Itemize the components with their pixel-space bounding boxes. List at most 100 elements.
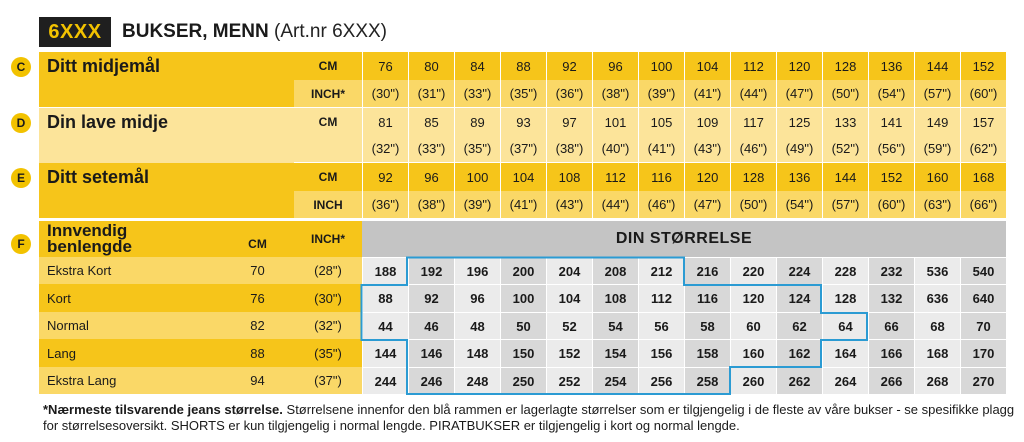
unit-label: CM bbox=[294, 108, 362, 136]
length-cm: 94 bbox=[221, 366, 294, 395]
inseam-label: Innvendig benlengde bbox=[39, 221, 221, 257]
length-inch: (32") bbox=[294, 311, 362, 340]
inseam-inch-header: INCH* bbox=[294, 221, 362, 257]
size-cell: 100 bbox=[500, 284, 546, 313]
measurement-cell: 149 bbox=[914, 108, 960, 136]
length-inch: (35") bbox=[294, 339, 362, 368]
measurement-cell: (31") bbox=[408, 80, 454, 107]
unit-label: CM bbox=[294, 163, 362, 191]
size-cell: 260 bbox=[730, 366, 776, 395]
measurement-cell: (57") bbox=[822, 191, 868, 218]
measurement-cell: (32") bbox=[362, 135, 408, 162]
measurement-cell: 96 bbox=[592, 52, 638, 80]
size-cell: 54 bbox=[592, 311, 638, 340]
size-cell: 48 bbox=[454, 311, 500, 340]
size-cell: 144 bbox=[362, 339, 408, 368]
size-cell: 258 bbox=[684, 366, 730, 395]
size-cell: 252 bbox=[546, 366, 592, 395]
measurement-cell: (60") bbox=[868, 191, 914, 218]
size-cell: 124 bbox=[776, 284, 822, 313]
size-cell: 208 bbox=[592, 257, 638, 285]
size-cell: 248 bbox=[454, 366, 500, 395]
size-cell: 164 bbox=[822, 339, 868, 368]
size-cell: 540 bbox=[960, 257, 1006, 285]
measurement-cell: 80 bbox=[408, 52, 454, 80]
size-cell: 150 bbox=[500, 339, 546, 368]
size-cell: 116 bbox=[684, 284, 730, 313]
measurement-cell: 133 bbox=[822, 108, 868, 136]
measurement-cell: 144 bbox=[822, 163, 868, 191]
size-cell: 66 bbox=[868, 311, 914, 340]
measurement-cell: (33") bbox=[408, 135, 454, 162]
size-cell: 158 bbox=[684, 339, 730, 368]
size-cell: 170 bbox=[960, 339, 1006, 368]
measurement-cell: (54") bbox=[868, 80, 914, 107]
measurement-cell: 96 bbox=[408, 163, 454, 191]
measurement-cell: 108 bbox=[546, 163, 592, 191]
measurement-cell: 144 bbox=[914, 52, 960, 80]
length-cm: 76 bbox=[221, 284, 294, 313]
size-cell: 108 bbox=[592, 284, 638, 313]
measurement-cell: (56") bbox=[868, 135, 914, 162]
size-cell: 212 bbox=[638, 257, 684, 285]
size-cell: 156 bbox=[638, 339, 684, 368]
measurement-cell: (49") bbox=[776, 135, 822, 162]
title-main: BUKSER, MENN bbox=[122, 21, 269, 42]
size-cell: 146 bbox=[408, 339, 454, 368]
measurement-cell: (52") bbox=[822, 135, 868, 162]
measurement-cell: (41") bbox=[500, 191, 546, 218]
size-cell: 44 bbox=[362, 311, 408, 340]
length-cm: 82 bbox=[221, 311, 294, 340]
measurement-cell: (46") bbox=[638, 191, 684, 218]
length-name: Ekstra Kort bbox=[39, 257, 221, 285]
title-article-number: (Art.nr 6XXX) bbox=[274, 21, 387, 42]
inseam-cm-header: CM bbox=[221, 221, 294, 257]
section-label: Ditt midjemål bbox=[39, 52, 294, 107]
section-letter-c: C bbox=[11, 57, 31, 77]
measurement-cell: (47") bbox=[684, 191, 730, 218]
size-cell: 640 bbox=[960, 284, 1006, 313]
unit-label: INCH* bbox=[294, 80, 362, 107]
size-cell: 60 bbox=[730, 311, 776, 340]
measurement-cell: 85 bbox=[408, 108, 454, 136]
size-cell: 154 bbox=[592, 339, 638, 368]
measurement-cell: 81 bbox=[362, 108, 408, 136]
measurement-cell: (33") bbox=[454, 80, 500, 107]
measurement-cell: 116 bbox=[638, 163, 684, 191]
length-name: Ekstra Lang bbox=[39, 366, 221, 395]
measurement-cell: 168 bbox=[960, 163, 1006, 191]
measurement-cell: 120 bbox=[776, 52, 822, 80]
length-inch: (30") bbox=[294, 284, 362, 313]
measurement-cell: (62") bbox=[960, 135, 1006, 162]
size-cell: 256 bbox=[638, 366, 684, 395]
size-cell: 192 bbox=[408, 257, 454, 285]
measurement-cell: 109 bbox=[684, 108, 730, 136]
measurement-cell: (44") bbox=[730, 80, 776, 107]
measurement-cell: 136 bbox=[776, 163, 822, 191]
size-cell: 246 bbox=[408, 366, 454, 395]
section-label: Din lave midje bbox=[39, 108, 294, 163]
measurement-cell: 152 bbox=[868, 163, 914, 191]
page-title: BUKSER, MENN (Art.nr 6XXX) bbox=[122, 21, 387, 43]
length-cm: 70 bbox=[221, 257, 294, 285]
length-name: Kort bbox=[39, 284, 221, 313]
size-cell: 132 bbox=[868, 284, 914, 313]
section-letter-f: F bbox=[11, 234, 31, 254]
measurement-cell: 100 bbox=[638, 52, 684, 80]
size-cell: 68 bbox=[914, 311, 960, 340]
section-letter-d: D bbox=[11, 113, 31, 133]
size-cell: 536 bbox=[914, 257, 960, 285]
inseam-label-line2: benlengde bbox=[47, 237, 133, 256]
measurement-cell: 100 bbox=[454, 163, 500, 191]
size-cell: 266 bbox=[868, 366, 914, 395]
measurement-cell: (38") bbox=[546, 135, 592, 162]
measurement-cell: 105 bbox=[638, 108, 684, 136]
section-label: Ditt setemål bbox=[39, 163, 294, 218]
size-cell: 70 bbox=[960, 311, 1006, 340]
size-cell: 232 bbox=[868, 257, 914, 285]
measurement-cell: (66") bbox=[960, 191, 1006, 218]
measurement-cell: (44") bbox=[592, 191, 638, 218]
size-cell: 228 bbox=[822, 257, 868, 285]
your-size-header: DIN STØRRELSE bbox=[362, 221, 1006, 257]
size-cell: 204 bbox=[546, 257, 592, 285]
